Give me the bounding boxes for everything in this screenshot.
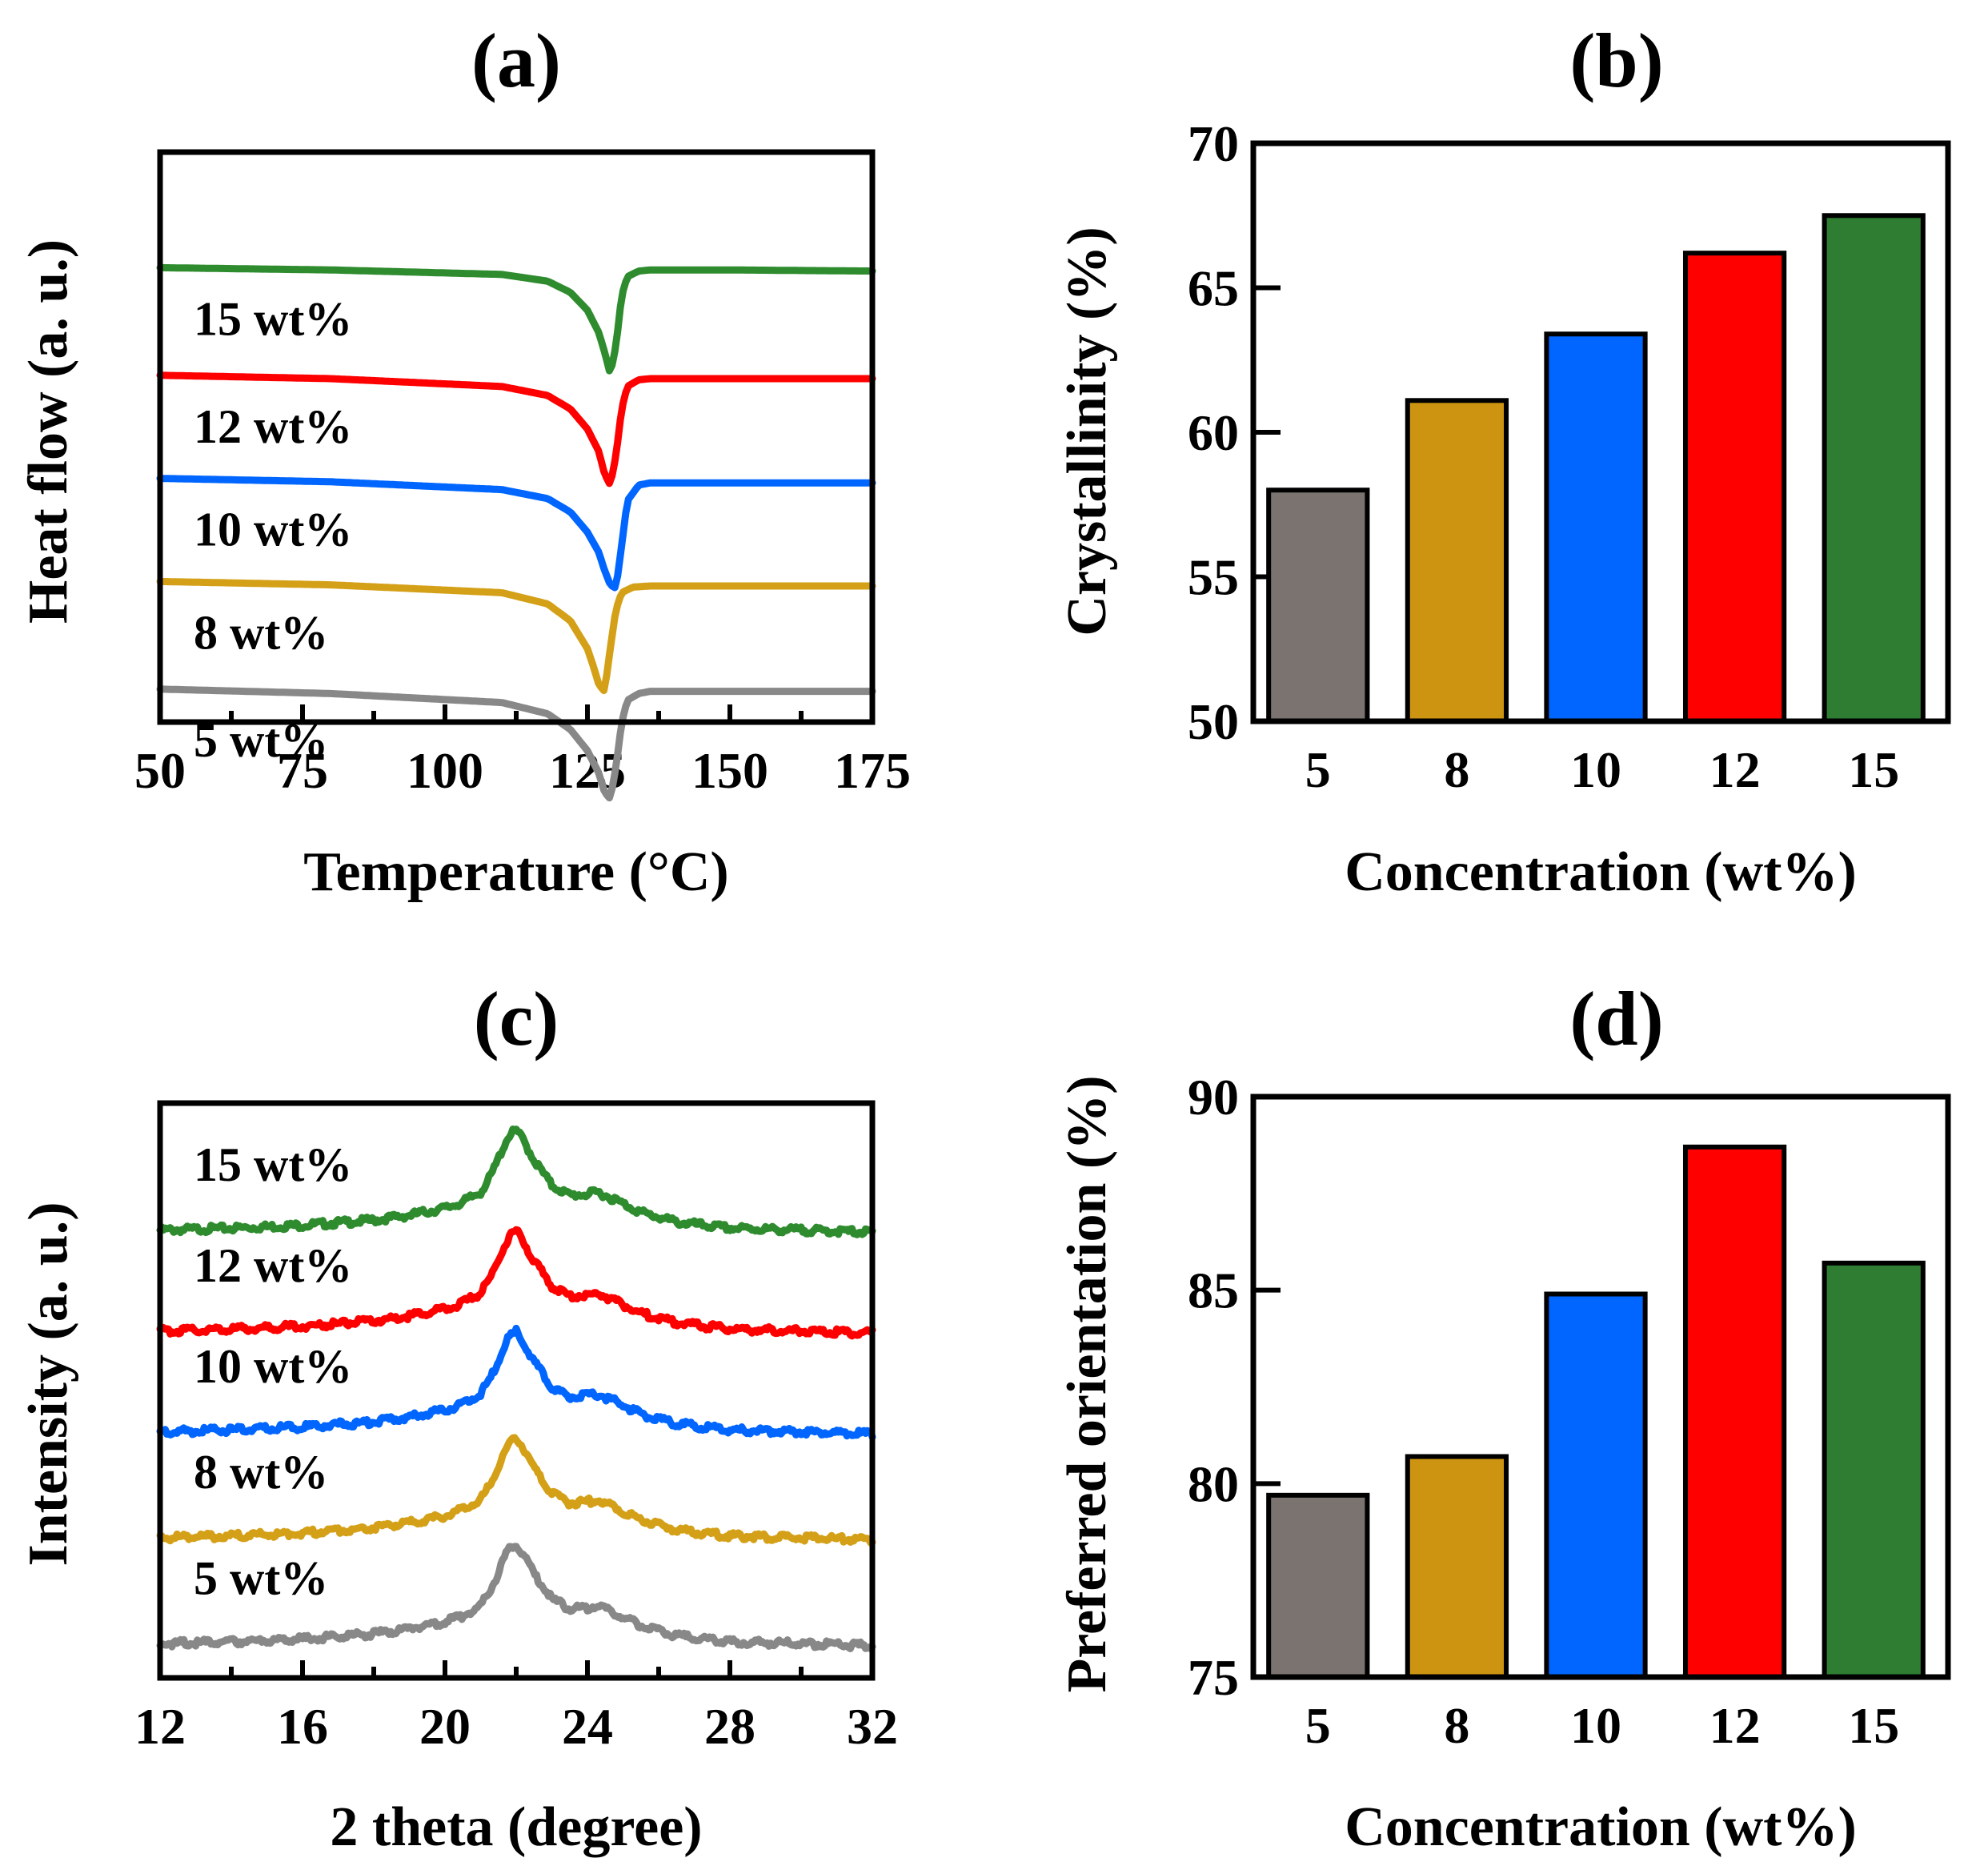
series-line-8wt [156, 577, 876, 695]
y-tick-label: 70 [1188, 115, 1239, 172]
series-line-15wt [156, 1126, 876, 1238]
series-line-10wt [156, 1324, 876, 1441]
x-tick-label: 150 [691, 742, 768, 799]
series-label: 8 wt% [194, 606, 328, 659]
y-tick-label: 55 [1188, 549, 1239, 606]
bar-8wt [1405, 1454, 1509, 1679]
x-tick-label: 32 [847, 1698, 898, 1755]
series-line-12wt [156, 371, 876, 488]
x-tick-label: 12 [134, 1698, 186, 1755]
x-tick-label: 24 [562, 1698, 613, 1755]
series-label: 10 wt% [194, 504, 352, 556]
panel-c-frame [157, 1100, 876, 1681]
panel-d-frame [1250, 1094, 1951, 1680]
bar-12wt [1682, 1144, 1787, 1680]
panel-b-ylabel: Crystallinity (%) [1056, 227, 1118, 636]
series-label: 12 wt% [194, 400, 352, 453]
x-tick-label: 8 [1444, 741, 1469, 798]
x-tick-label: 175 [834, 742, 911, 799]
bar-15wt [1822, 213, 1926, 724]
panel-d-ylabel: Preferred orientation (%) [1056, 1075, 1118, 1692]
bar-12wt [1682, 251, 1787, 724]
bar-15wt [1822, 1260, 1926, 1680]
bar-10wt [1544, 1291, 1648, 1679]
panel-a-xlabel: Temperature (°C) [303, 841, 729, 903]
x-tick-label: 15 [1848, 1697, 1899, 1754]
x-tick-label: 5 [1305, 1697, 1331, 1754]
panel-b-xlabel: Concentration (wt%) [1345, 841, 1857, 903]
panel-d-preferred-orientation: (d) Preferred orientation (%) Concentrat… [1056, 976, 1951, 1858]
panel-d-xlabel: Concentration (wt%) [1345, 1796, 1857, 1858]
x-tick-label: 75 [277, 742, 328, 799]
series-label: 15 wt% [194, 292, 352, 345]
x-tick-label: 100 [407, 742, 483, 799]
y-tick-label: 85 [1188, 1262, 1239, 1319]
y-tick-label: 60 [1188, 404, 1239, 461]
series-label: 10 wt% [194, 1340, 352, 1393]
panel-a-ylabel: Heat flow (a. u.) [18, 239, 79, 624]
x-tick-label: 28 [704, 1698, 756, 1755]
y-tick-label: 90 [1188, 1069, 1239, 1126]
panel-b-frame [1250, 140, 1951, 724]
x-tick-label: 20 [419, 1698, 471, 1755]
series-line-5wt [156, 1543, 876, 1653]
x-tick-label: 50 [134, 742, 186, 799]
panel-b-crystallinity: (b) Crystallinity (%) Concentration (wt%… [1056, 18, 1951, 903]
bar-5wt [1266, 488, 1370, 724]
bar-5wt [1266, 1492, 1370, 1680]
x-tick-label: 12 [1709, 1697, 1761, 1754]
bar-8wt [1405, 398, 1509, 724]
y-tick-label: 50 [1188, 693, 1239, 750]
series-line-5wt [156, 685, 876, 802]
x-tick-label: 5 [1305, 741, 1331, 798]
x-tick-label: 12 [1709, 741, 1761, 798]
series-line-8wt [156, 1434, 876, 1547]
panel-c-xlabel: 2 theta (degree) [330, 1796, 702, 1858]
x-tick-label: 15 [1848, 741, 1899, 798]
panel-c-ylabel: Intensity (a. u.) [18, 1202, 79, 1566]
panel-a-heat-flow: (a) Heat flow (a. u.) Temperature (°C) 5… [18, 18, 911, 903]
y-tick-label: 75 [1188, 1649, 1239, 1706]
x-tick-label: 10 [1570, 1697, 1621, 1754]
y-tick-label: 65 [1188, 260, 1239, 317]
series-label: 15 wt% [194, 1138, 352, 1191]
series-label: 8 wt% [194, 1446, 328, 1499]
panel-c-label: (c) [474, 976, 559, 1061]
series-label: 5 wt% [194, 1551, 328, 1604]
series-line-15wt [156, 263, 876, 375]
series-label: 12 wt% [194, 1239, 352, 1292]
panel-a-label: (a) [471, 18, 561, 103]
bar-10wt [1544, 331, 1648, 724]
series-line-10wt [156, 475, 876, 592]
x-tick-label: 8 [1444, 1697, 1469, 1754]
x-tick-label: 10 [1570, 741, 1621, 798]
y-tick-label: 80 [1188, 1455, 1239, 1512]
panel-d-label: (d) [1569, 976, 1663, 1061]
panel-a-frame [157, 149, 876, 725]
panel-b-label: (b) [1569, 18, 1663, 103]
x-tick-label: 16 [277, 1698, 328, 1755]
panel-c-xrd: (c) Intensity (a. u.) 2 theta (degree) 1… [18, 976, 898, 1858]
series-line-12wt [156, 1226, 876, 1340]
